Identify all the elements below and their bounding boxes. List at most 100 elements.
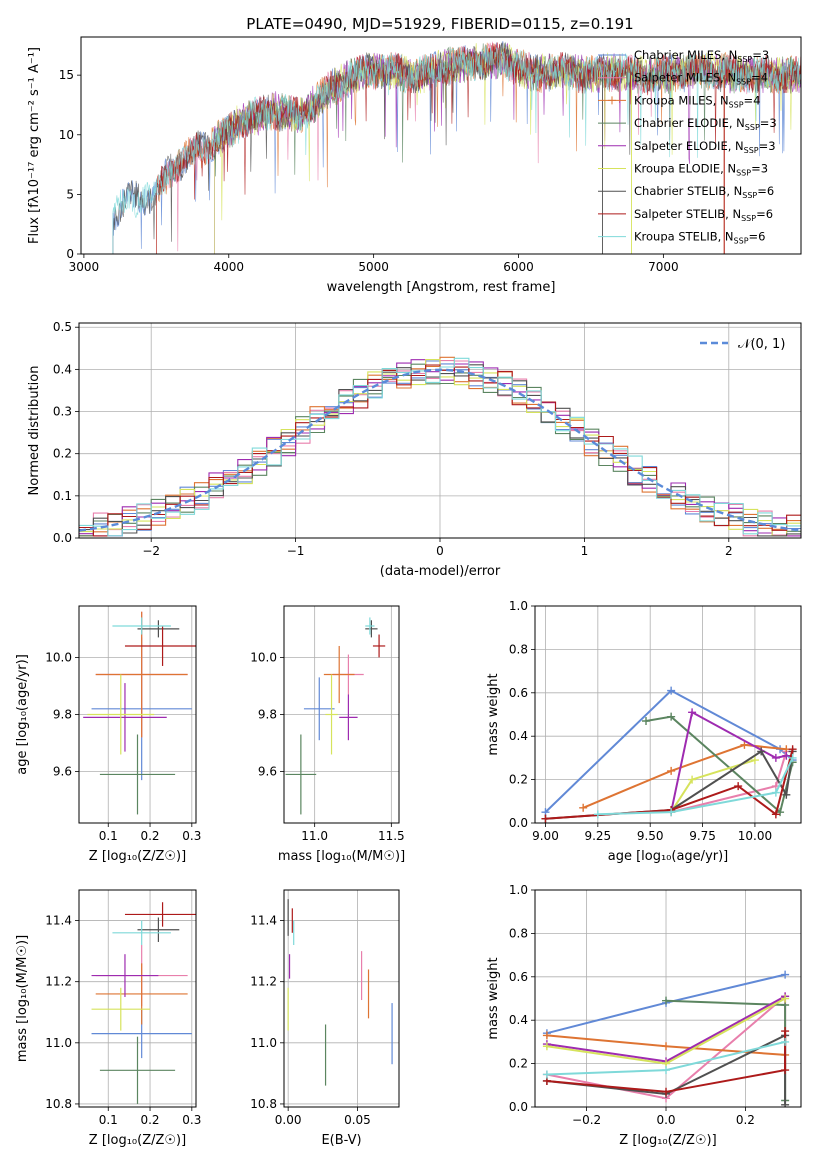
mass-weight-marker [593,810,602,819]
x-tick-label: 5000 [358,260,389,274]
y-tick-label: 10.8 [45,1097,72,1111]
mass-weight-marker [781,994,790,1003]
x-axis-label: age [log₁₀(age/yr)] [608,849,729,864]
y-tick-label: 0.3 [53,405,72,419]
x-tick-label: 2 [725,544,733,558]
y-tick-label: 11.0 [250,1036,277,1050]
y-tick-label: 10 [59,128,74,142]
mass-weight-marker [781,1027,790,1036]
errorbar-point [112,920,171,946]
residual-histogram [79,357,801,537]
errorbar-point [323,645,355,704]
mass-weight-marker [542,1031,551,1040]
errorbar-point [83,683,167,752]
x-tick-label: 0.00 [275,1113,302,1127]
mass-weight-marker [788,753,797,762]
y-tick-label: 0.6 [509,686,528,700]
x-tick-label: 0.3 [182,1113,201,1127]
x-tick-label: 0.05 [344,1113,371,1127]
weight_vs_age-panel: 9.00 9.25 9.50 9.75 10.00 0.0 0.2 0.4 0.6 0.8 1.0 a… [486,599,802,864]
mass-weight-marker [667,766,676,775]
y-tick-label: 0.2 [53,447,72,461]
y-axis-label: Flux [fλ10⁻¹⁷ erg cm⁻² s⁻¹ A⁻¹] [27,47,42,244]
weight_vs_age-frame [534,605,802,824]
mass-weight-marker [667,712,676,721]
age_vs_mass-panel: 11.0 11.5 9.6 9.8 10.0 mass [log₁₀(M/M☉)] [250,605,405,864]
mass-weight-marker [542,1070,551,1079]
y-tick-label: 1.0 [509,599,528,613]
mass-weight-marker [667,686,676,695]
y-tick-label: 0.8 [509,926,528,940]
x-tick-label: 11.5 [378,829,405,843]
x-tick-label: 9.50 [637,829,664,843]
errorbar-point [325,674,338,755]
x-tick-label: −0.2 [572,1113,601,1127]
y-axis-label: age [log₁₀(age/yr)] [15,654,30,775]
spectrum-series-line [112,44,801,254]
y-tick-label: 0.0 [509,816,528,830]
y-tick-label: 10.0 [250,650,277,664]
age_vs_Z-panel: 0.1 0.2 0.3 9.6 9.8 10.0 Z [log₁₀(Z/Z☉)] age [l… [15,605,201,864]
legend-label: Chabrier ELODIE, NSSP=3 [634,116,777,132]
mass_vs_Z-frame [78,889,197,1108]
y-tick-label: 11.0 [45,1036,72,1050]
spectrum-legend: Chabrier MILES, NSSP=3 Salpeter MILES, NS… [598,48,777,246]
y-tick-label: 10.8 [250,1097,277,1111]
mass_vs_ebv-frame [283,889,400,1108]
errorbar-point [365,617,375,635]
legend-label: Chabrier STELIB, NSSP=6 [634,184,774,200]
mass-weight-line [670,710,787,813]
y-tick-label: 9.6 [258,765,277,779]
errorbar-point [99,1036,176,1104]
y-tick-label: 9.6 [53,765,72,779]
y-tick-label: 0.5 [53,320,72,334]
mass-weight-marker [757,747,766,756]
mass-weight-marker [771,788,780,797]
mass-weight-marker [782,790,791,799]
x-tick-label: 6000 [503,260,534,274]
mass-weight-marker [688,775,697,784]
weight_vs_Z-panel: −0.2 0.0 0.2 0.0 0.2 0.4 0.6 0.8 1.0 Z [log₁₀(Z/Z… [486,883,802,1148]
y-axis-label: Normed distribution [27,366,42,496]
mass-weight-line [544,689,794,813]
y-tick-label: 0 [66,247,74,261]
legend-label: Kroupa ELODIE, NSSP=3 [634,162,768,178]
residual-legend: 𝒩(0, 1) [700,337,785,352]
x-axis-label: (data-model)/error [380,564,501,579]
errorbar-point [87,674,155,755]
weight_vs_Z-plot-area [542,970,790,1107]
errorbar-point [124,902,196,927]
y-tick-label: 0.0 [509,1100,528,1114]
legend-label: Salpeter STELIB, NSSP=6 [634,207,773,223]
y-axis-label: mass [log₁₀(M/M☉)] [15,935,30,1062]
x-tick-label: −2 [142,544,160,558]
age_vs_mass-plot-area [285,617,386,815]
errorbar-point [99,734,176,815]
legend-label: Salpeter ELODIE, NSSP=3 [634,139,776,155]
mass-weight-marker [781,1100,790,1107]
x-tick-label: 9.25 [584,829,611,843]
spectrum-frame [80,36,802,255]
y-tick-label: 0.4 [509,729,528,743]
x-axis-label: Z [log₁₀(Z/Z☉)] [619,1133,716,1148]
figure-title: PLATE=0490, MJD=51929, FIBERID=0115, z=0… [246,15,633,33]
x-axis-label: E(B-V) [321,1133,361,1148]
legend-label: 𝒩(0, 1) [738,337,785,352]
legend-label: Kroupa STELIB, NSSP=6 [634,230,765,246]
mass_vs_ebv-plot-area [287,899,393,1086]
errorbar-point [91,954,159,997]
x-axis-label: mass [log₁₀(M/M☉)] [278,849,405,864]
y-tick-label: 0.2 [509,773,528,787]
x-tick-label: 0.3 [182,829,201,843]
errorbar-point [339,694,358,741]
spectrum-plot-area [112,41,801,254]
x-axis-label: wavelength [Angstrom, rest frame] [327,280,556,295]
mass-weight-marker [579,803,588,812]
x-tick-label: 0.2 [140,829,159,843]
x-tick-label: 0.2 [736,1113,755,1127]
weight_vs_Z-frame [534,889,802,1108]
y-tick-label: 15 [59,68,74,82]
x-tick-label: 11.0 [301,829,328,843]
errorbar-point [137,620,180,638]
y-tick-label: 0.1 [53,489,72,503]
